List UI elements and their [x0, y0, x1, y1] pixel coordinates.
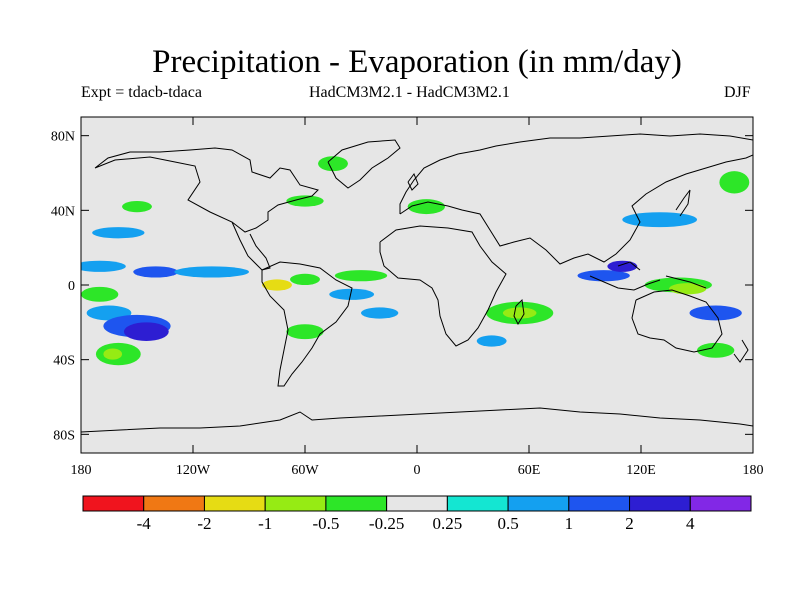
- colorbar-swatch-8: [568, 495, 631, 512]
- colorbar-swatch-10: [689, 495, 752, 512]
- colorbar-swatch-2: [203, 495, 266, 512]
- anomaly-region-11: [92, 227, 145, 239]
- colorbar-swatch-6: [446, 495, 509, 512]
- anomaly-region-15: [329, 288, 375, 300]
- lat-tick-label: 40N: [51, 204, 75, 219]
- anomaly-region-27: [689, 305, 742, 321]
- lon-tick-label: 120E: [626, 463, 656, 478]
- lat-tick-label: 80S: [53, 428, 75, 443]
- anomaly-region-17: [361, 307, 399, 319]
- anomaly-region-1: [133, 266, 179, 278]
- lon-tick-label: 180: [743, 463, 764, 478]
- lat-tick-label: 40S: [53, 354, 75, 369]
- lat-tick-label: 0: [68, 279, 75, 294]
- colorbar-label: -0.25: [369, 514, 404, 533]
- colorbar-swatch-9: [629, 495, 691, 512]
- anomaly-region-30: [407, 199, 446, 215]
- coastline-south-america: [261, 261, 353, 387]
- colorbar-swatch-0: [82, 495, 145, 512]
- anomaly-region-13: [290, 273, 320, 285]
- lat-tick-label: 80N: [51, 130, 75, 145]
- colorbar-swatch-5: [386, 495, 448, 512]
- lon-tick-label: 60E: [518, 463, 541, 478]
- colorbar-swatch-4: [325, 495, 388, 512]
- anomaly-region-6: [123, 322, 169, 341]
- anomaly-region-19: [318, 156, 348, 172]
- colorbar-label: -0.5: [312, 514, 339, 533]
- anomaly-region-31: [697, 342, 735, 358]
- lon-tick-label: 60W: [291, 463, 319, 478]
- anomaly-region-26: [669, 283, 707, 295]
- colorbar-label: -4: [137, 514, 152, 533]
- model-label: HadCM3M2.1 - HadCM3M2.1: [309, 84, 510, 101]
- colorbar-label: 1: [565, 514, 574, 533]
- coastline-madagascar: [513, 298, 525, 326]
- anomaly-region-3: [81, 286, 119, 302]
- colorbar: -4 -2 -1 -0.5 -0.25 0.25 0.5 1 2 4: [82, 495, 752, 533]
- coastline-uk: [407, 172, 419, 191]
- coastlines: [81, 133, 753, 433]
- colorbar-swatch-1: [143, 495, 205, 512]
- colorbar-swatch-7: [507, 495, 570, 512]
- colorbar-label: 0.25: [432, 514, 462, 533]
- anomaly-region-10: [122, 201, 152, 213]
- anomaly-region-9: [88, 189, 111, 213]
- anomaly-region-24: [607, 260, 638, 272]
- lon-tick-label: 0: [414, 463, 421, 478]
- coastline-indonesia: [589, 261, 707, 291]
- anomaly-region-2: [174, 266, 249, 278]
- anomaly-region-12: [262, 279, 292, 291]
- axis-ticks: 80N 40N 0 40S 80S 180 120W 60W 0 60E 120E 180: [51, 117, 764, 478]
- colorbar-label: -1: [258, 514, 272, 533]
- anomaly-region-23: [577, 270, 630, 282]
- colorbar-label: 4: [686, 514, 695, 533]
- colorbar-swatch-3: [264, 495, 327, 512]
- coastline-new-zealand: [733, 339, 749, 363]
- anomaly-region-29: [719, 171, 750, 194]
- anomaly-region-16: [286, 324, 324, 340]
- experiment-label: Expt = tdacb-tdaca: [81, 84, 202, 101]
- colorbar-label: 0.5: [497, 514, 518, 533]
- coastline-north-america: [94, 147, 319, 233]
- anomaly-region-14: [334, 270, 388, 282]
- anomaly-region-8: [103, 348, 123, 360]
- coastline-africa: [379, 225, 507, 347]
- colorbar-label: -2: [197, 514, 211, 533]
- anomaly-region-0: [81, 260, 126, 272]
- anomaly-region-28: [622, 212, 698, 228]
- colorbar-label: 2: [625, 514, 634, 533]
- lon-tick-label: 180: [71, 463, 92, 478]
- coastline-eurasia: [399, 133, 753, 265]
- coastline-antarctica: [81, 407, 753, 433]
- anomaly-region-21: [502, 307, 537, 319]
- anomaly-layer: [81, 156, 750, 366]
- lon-tick-label: 120W: [176, 463, 211, 478]
- anomaly-region-22: [476, 335, 507, 347]
- anomaly-region-18: [286, 195, 324, 207]
- coastline-japan: [675, 189, 691, 217]
- chart-title: Precipitation - Evaporation (in mm/day): [152, 44, 682, 80]
- coastline-greenland: [327, 139, 401, 189]
- season-label: DJF: [724, 84, 751, 101]
- coastline-australia: [631, 289, 723, 353]
- map-background: [81, 117, 753, 453]
